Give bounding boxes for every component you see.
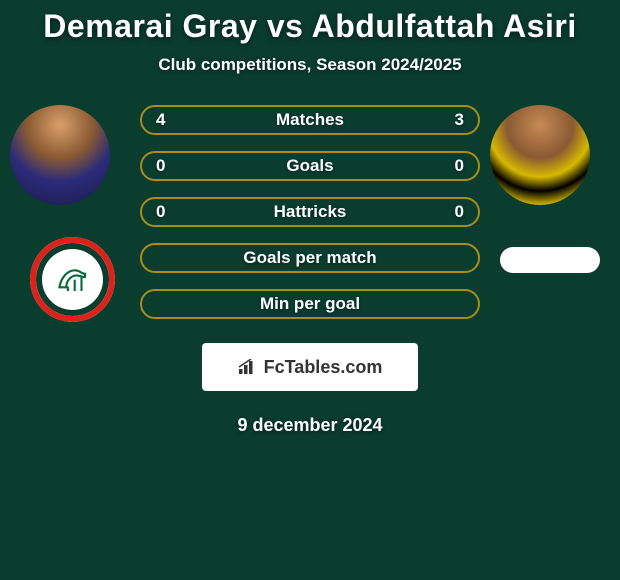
stat-right-value: 0 bbox=[455, 156, 464, 176]
stat-row-min-per-goal: Min per goal bbox=[140, 289, 480, 319]
stat-label: Min per goal bbox=[260, 294, 360, 314]
stat-label: Goals per match bbox=[243, 248, 376, 268]
stat-left-value: 0 bbox=[156, 202, 165, 222]
stat-left-value: 0 bbox=[156, 156, 165, 176]
stat-row-goals: 0 Goals 0 bbox=[140, 151, 480, 181]
page-title: Demarai Gray vs Abdulfattah Asiri bbox=[43, 8, 576, 45]
stat-left-value: 4 bbox=[156, 110, 165, 130]
brand-text: FcTables.com bbox=[264, 357, 383, 378]
stat-row-matches: 4 Matches 3 bbox=[140, 105, 480, 135]
date-label: 9 december 2024 bbox=[237, 415, 382, 436]
stat-row-hattricks: 0 Hattricks 0 bbox=[140, 197, 480, 227]
stat-row-goals-per-match: Goals per match bbox=[140, 243, 480, 273]
club-badge-left bbox=[30, 237, 115, 322]
bar-chart-icon bbox=[238, 359, 258, 375]
stat-right-value: 0 bbox=[455, 202, 464, 222]
stats-area: 4 Matches 3 0 Goals 0 0 Hattricks 0 Goals per mat… bbox=[0, 105, 620, 436]
club-badge-right bbox=[500, 247, 600, 273]
stat-label: Hattricks bbox=[274, 202, 347, 222]
stat-label: Matches bbox=[276, 110, 344, 130]
player-left-avatar bbox=[10, 105, 110, 205]
stat-label: Goals bbox=[286, 156, 333, 176]
brand-watermark: FcTables.com bbox=[202, 343, 418, 391]
subtitle: Club competitions, Season 2024/2025 bbox=[158, 55, 461, 75]
player-right-avatar bbox=[490, 105, 590, 205]
stat-right-value: 3 bbox=[455, 110, 464, 130]
horse-icon bbox=[56, 265, 90, 291]
